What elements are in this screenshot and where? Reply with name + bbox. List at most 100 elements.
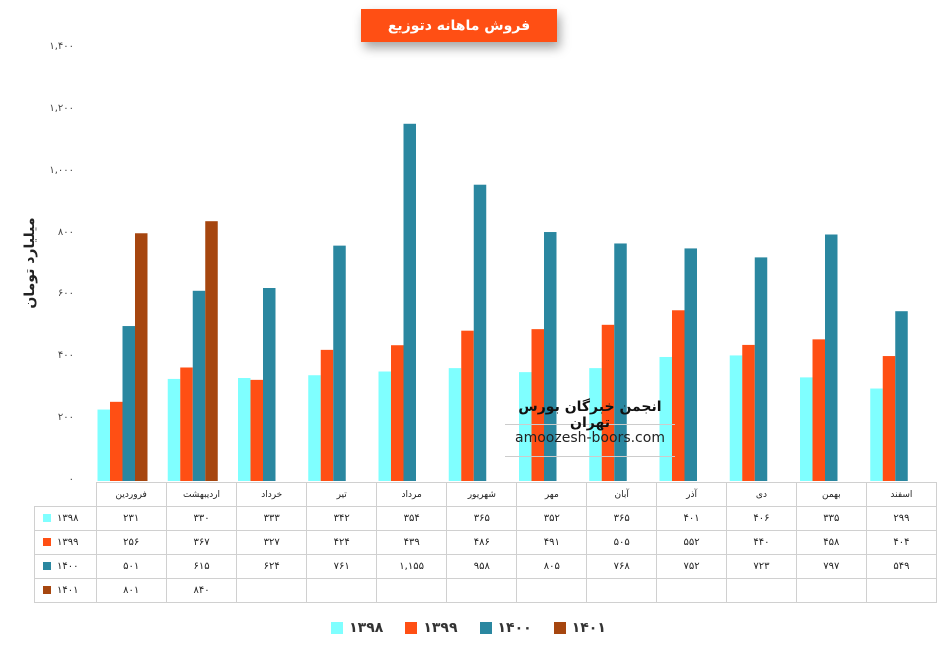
data-cell: ۲۹۹ bbox=[865, 506, 937, 531]
bar-0-8 bbox=[659, 356, 672, 481]
bar-1-7 bbox=[601, 324, 615, 481]
data-cell: ۳۳۵ bbox=[795, 506, 867, 531]
data-table: فروردین اردیبهشت خرداد تیر مرداد شهریور مهر آبا… bbox=[34, 482, 937, 603]
data-cell: ۳۶۵ bbox=[586, 506, 658, 531]
chart-legend: ۱۳۹۸ ۱۳۹۹ ۱۴۰۰ ۱۴۰۱ bbox=[0, 620, 937, 636]
bar-0-11 bbox=[870, 388, 883, 481]
data-cell: ۵۵۲ bbox=[656, 530, 727, 555]
category-label: خرداد bbox=[236, 482, 308, 507]
data-cell bbox=[446, 578, 518, 603]
y-tick-label: ۱,۲۰۰ bbox=[49, 102, 74, 114]
series-name: ۱۴۰۰ bbox=[57, 561, 79, 572]
bar-0-2 bbox=[238, 378, 251, 481]
bar-2-2 bbox=[263, 288, 276, 481]
data-cell: ۴۴۰ bbox=[726, 530, 797, 555]
data-cell: ۹۵۸ bbox=[446, 554, 518, 579]
table-row: ۱۳۹۹ ۲۵۶ ۳۶۷ ۳۲۷ ۴۲۴ ۴۳۹ ۴۸۶ ۴۹۱ ۵۰۵ ۵۵۲ ۴۴۰ ۴۵۸ ۴۰۴ bbox=[34, 530, 937, 555]
data-cell: ۴۰۴ bbox=[865, 530, 937, 555]
y-tick-label: ۸۰۰ bbox=[57, 226, 74, 238]
y-tick-label: ۲۰۰ bbox=[57, 412, 74, 424]
series-swatch bbox=[43, 586, 51, 594]
data-cell: ۳۲۷ bbox=[236, 530, 308, 555]
category-label: آذر bbox=[656, 482, 727, 507]
series-name: ۱۴۰۱ bbox=[57, 585, 79, 596]
bar-2-8 bbox=[684, 248, 697, 481]
data-cell bbox=[306, 578, 378, 603]
bar-0-4 bbox=[378, 371, 391, 481]
bar-3-0 bbox=[135, 233, 148, 481]
data-cell: ۳۶۵ bbox=[446, 506, 518, 531]
data-cell: ۱,۱۵۵ bbox=[376, 554, 448, 579]
bar-2-5 bbox=[473, 184, 487, 481]
bar-2-4 bbox=[403, 123, 416, 482]
bar-0-0 bbox=[97, 409, 110, 481]
data-cell: ۸۴۰ bbox=[165, 578, 238, 603]
bar-1-11 bbox=[882, 356, 896, 481]
bar-2-3 bbox=[333, 245, 346, 481]
category-label: دی bbox=[726, 482, 797, 507]
data-cell: ۳۴۲ bbox=[306, 506, 378, 531]
data-cell: ۵۴۹ bbox=[865, 554, 937, 579]
y-tick-label: ۶۰۰ bbox=[57, 288, 74, 300]
data-cell: ۶۲۴ bbox=[236, 554, 308, 579]
legend-swatch bbox=[479, 622, 492, 634]
bar-0-9 bbox=[729, 355, 743, 481]
series-swatch bbox=[43, 562, 51, 570]
category-label: بهمن bbox=[795, 482, 867, 507]
category-label: مرداد bbox=[376, 482, 448, 507]
data-cell bbox=[656, 578, 727, 603]
legend-swatch bbox=[331, 622, 344, 634]
data-cell: ۷۶۱ bbox=[306, 554, 378, 579]
legend-swatch bbox=[405, 622, 418, 634]
category-label: مهر bbox=[516, 482, 588, 507]
category-label: اسفند bbox=[865, 482, 937, 507]
series-row-label: ۱۴۰۰ bbox=[34, 554, 97, 579]
series-row-label: ۱۴۰۱ bbox=[34, 578, 97, 603]
legend-item: ۱۳۹۹ bbox=[405, 620, 458, 636]
y-tick-label: ۱,۴۰۰ bbox=[49, 41, 74, 52]
data-cell: ۳۵۲ bbox=[516, 506, 588, 531]
series-name: ۱۳۹۹ bbox=[57, 537, 79, 548]
data-cell: ۷۶۸ bbox=[586, 554, 658, 579]
legend-item: ۱۳۹۸ bbox=[331, 620, 383, 636]
legend-label: ۱۳۹۸ bbox=[349, 620, 384, 636]
legend-label: ۱۴۰۱ bbox=[571, 620, 606, 636]
data-cell: ۴۲۴ bbox=[306, 530, 378, 555]
bar-0-10 bbox=[800, 377, 813, 481]
data-cell: ۴۰۶ bbox=[726, 506, 797, 531]
bar-1-3 bbox=[320, 349, 334, 481]
data-cell: ۴۵۸ bbox=[795, 530, 867, 555]
bar-1-6 bbox=[531, 329, 544, 481]
data-cell: ۳۵۴ bbox=[376, 506, 448, 531]
data-cell bbox=[795, 578, 867, 603]
series-name: ۱۳۹۸ bbox=[57, 513, 79, 524]
data-cell: ۲۵۶ bbox=[95, 530, 167, 555]
bar-0-1 bbox=[167, 378, 181, 481]
data-cell bbox=[236, 578, 308, 603]
table-row: ۱۴۰۰ ۵۰۱ ۶۱۵ ۶۲۴ ۷۶۱ ۱,۱۵۵ ۹۵۸ ۸۰۵ ۷۶۸ ۷۵۲ ۷۲۳ ۷۹۷ ۵… bbox=[34, 554, 937, 579]
series-swatch bbox=[43, 538, 51, 546]
data-cell: ۳۳۰ bbox=[165, 506, 238, 531]
series-row-label: ۱۳۹۸ bbox=[34, 506, 97, 531]
watermark-url: amoozesh-boors.com bbox=[515, 430, 665, 446]
table-row: ۱۴۰۱ ۸۰۱ ۸۴۰ bbox=[34, 578, 937, 603]
watermark-divider-top bbox=[505, 424, 675, 425]
bar-1-8 bbox=[672, 310, 685, 481]
table-corner bbox=[35, 483, 97, 507]
category-label: فروردین bbox=[95, 482, 167, 507]
data-cell: ۵۰۱ bbox=[95, 554, 167, 579]
data-cell bbox=[726, 578, 797, 603]
data-cell: ۴۸۶ bbox=[446, 530, 518, 555]
bar-1-4 bbox=[391, 345, 404, 481]
bar-0-6 bbox=[519, 372, 532, 481]
category-label: شهریور bbox=[446, 482, 518, 507]
bar-2-10 bbox=[825, 234, 838, 481]
data-cell bbox=[516, 578, 588, 603]
data-cell: ۵۰۵ bbox=[586, 530, 658, 555]
data-cell: ۷۲۳ bbox=[726, 554, 797, 579]
data-cell: ۴۰۱ bbox=[656, 506, 727, 531]
bar-2-9 bbox=[754, 257, 768, 481]
data-cell bbox=[586, 578, 658, 603]
watermark-title: انجمن خبرگان بورس تهران bbox=[518, 399, 662, 431]
bar-0-5 bbox=[448, 368, 462, 481]
